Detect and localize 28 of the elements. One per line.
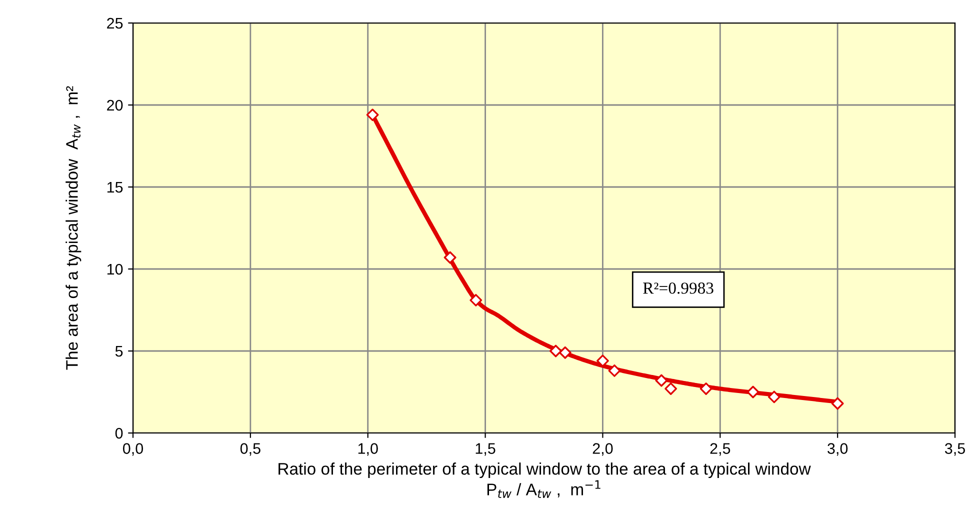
x-tick-label: 2,0 [592, 443, 613, 456]
point [664, 382, 678, 395]
y-tick-label: 5 [115, 346, 123, 357]
point [700, 382, 712, 395]
point [768, 390, 780, 404]
point [655, 374, 668, 387]
x-tick-label: 0,5 [240, 443, 260, 456]
x-tick-label: 1,5 [476, 443, 496, 456]
x-tick-label: 0,0 [122, 443, 144, 456]
x-tick-label: 3,5 [944, 443, 965, 456]
x-tick-label: 3,0 [828, 443, 848, 456]
x-axis-title: Ratio of the perimeter of a typical window to the area of a typical window P$_{tw}$ / A$_{tw}$ , m$^{−1}$ [278, 462, 811, 498]
y-tick-label: 20 [107, 100, 123, 111]
x-tick-label: 1,0 [358, 443, 378, 456]
annotation: R²=0.9983 [643, 282, 714, 294]
y-axis-title: The area of a typical window A$_{tw}$ , m² [66, 86, 82, 370]
y-tick-label: 0 [115, 428, 123, 439]
point [608, 364, 621, 377]
y-tick-label: 25 [107, 18, 123, 29]
point [444, 251, 456, 264]
y-tick-label: 15 [107, 182, 123, 193]
y-tick-label: 10 [107, 264, 123, 275]
point [831, 397, 844, 410]
point [470, 294, 482, 306]
point [558, 346, 572, 359]
point [550, 344, 562, 358]
x-tick-label: 2,5 [710, 443, 730, 456]
point [366, 108, 379, 122]
